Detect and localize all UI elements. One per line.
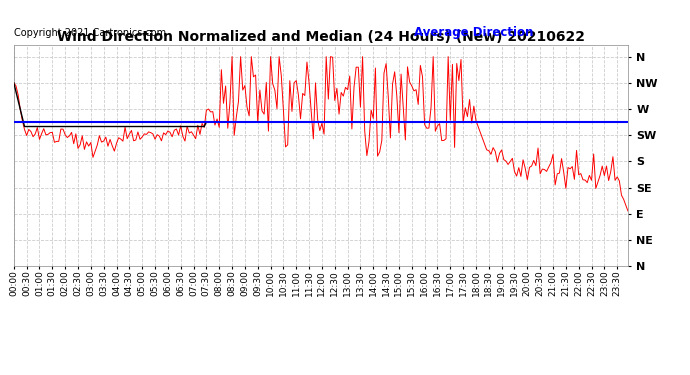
Text: Average Direction: Average Direction: [414, 26, 533, 39]
Text: Copyright 2021 Cartronics.com: Copyright 2021 Cartronics.com: [14, 28, 166, 38]
Title: Wind Direction Normalized and Median (24 Hours) (New) 20210622: Wind Direction Normalized and Median (24…: [57, 30, 585, 44]
